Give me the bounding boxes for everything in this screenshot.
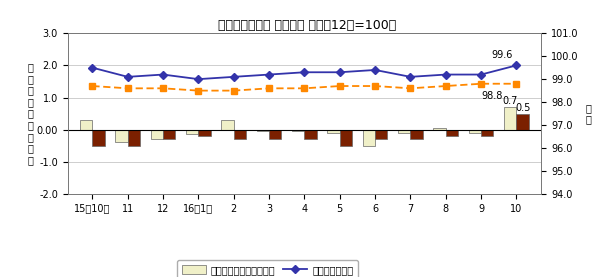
Bar	[292, 130, 304, 131]
Bar	[363, 130, 375, 146]
Bar	[375, 130, 387, 139]
Bar	[410, 130, 423, 139]
Legend: 三重県（対前年同月比）, 全国（対前年同月比）, 三重県（指数）, 全国（指数）: 三重県（対前年同月比）, 全国（対前年同月比）, 三重県（指数）, 全国（指数）	[177, 260, 359, 277]
Text: 0.7: 0.7	[502, 96, 518, 106]
Bar	[163, 130, 175, 139]
Bar	[221, 120, 234, 130]
Bar	[504, 107, 517, 130]
Bar	[199, 130, 211, 136]
Bar	[234, 130, 246, 139]
Y-axis label: 対
前
年
同
月
比
（
％
）: 対 前 年 同 月 比 （ ％ ）	[28, 62, 34, 165]
Bar	[469, 130, 481, 133]
Bar	[80, 120, 92, 130]
Bar	[269, 130, 282, 139]
Bar	[304, 130, 317, 139]
Bar	[398, 130, 410, 133]
Bar	[339, 130, 352, 146]
Bar	[481, 130, 493, 136]
Bar	[517, 114, 529, 130]
Bar	[256, 130, 269, 131]
Bar	[116, 130, 128, 142]
Bar	[128, 130, 140, 146]
Bar	[327, 130, 339, 133]
Bar	[186, 130, 199, 134]
Text: 98.8: 98.8	[482, 91, 503, 101]
Y-axis label: 指
数: 指 数	[585, 103, 591, 124]
Text: 消費者物価指数 －総合－ （平成12年=100）: 消費者物価指数 －総合－ （平成12年=100）	[218, 19, 397, 32]
Text: 99.6: 99.6	[491, 50, 513, 60]
Bar	[446, 130, 458, 136]
Bar	[151, 130, 163, 139]
Text: 0.5: 0.5	[515, 103, 530, 113]
Bar	[434, 128, 446, 130]
Bar	[92, 130, 105, 146]
